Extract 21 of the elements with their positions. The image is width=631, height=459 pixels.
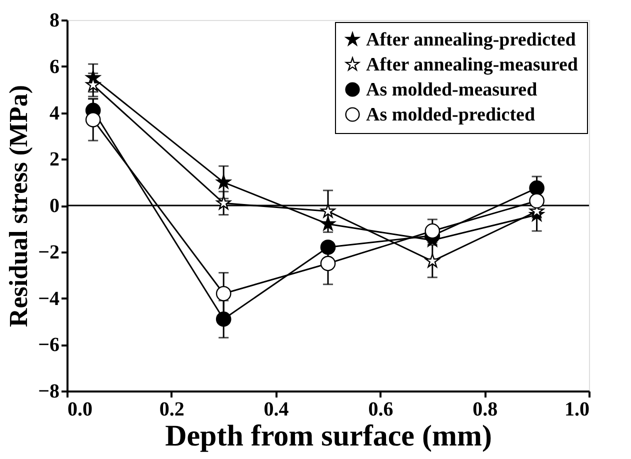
y-tick-label: −4: [38, 288, 60, 310]
y-tick-label: 6: [50, 56, 60, 78]
legend-label: As molded-measured: [366, 80, 538, 100]
y-tick-label: 2: [50, 148, 60, 171]
x-tick-label: 0.0: [68, 398, 92, 420]
y-tick-label: 0: [50, 195, 60, 217]
y-tick-label: 4: [50, 102, 60, 124]
x-tick-label: 0.6: [368, 398, 394, 420]
x-tick-label: 1.0: [564, 398, 590, 420]
y-axis-title: Residual stress (MPa): [4, 84, 34, 328]
legend-label: After annealing-measured: [366, 54, 578, 76]
legend-label: As molded-predicted: [366, 104, 536, 126]
x-axis-title: Depth from surface (mm): [165, 420, 492, 452]
x-tick-label: 0.8: [472, 398, 498, 420]
x-tick-label: 0.4: [264, 398, 289, 420]
y-tick-label: −8: [38, 380, 60, 402]
y-tick-label: −2: [38, 241, 60, 264]
y-tick-label: 8: [50, 10, 60, 32]
y-tick-label: −6: [38, 334, 60, 356]
legend-label: After annealing-predicted: [366, 30, 576, 50]
x-tick-label: 0.2: [159, 398, 184, 420]
